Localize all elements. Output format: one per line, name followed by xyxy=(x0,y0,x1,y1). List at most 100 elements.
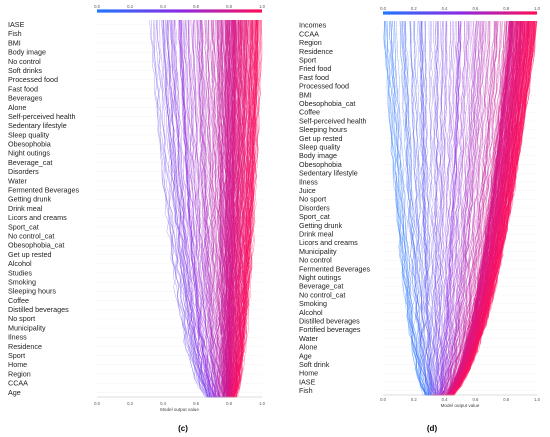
feature-label: Region xyxy=(299,38,322,47)
decision-line xyxy=(413,20,433,396)
decision-line xyxy=(226,19,239,398)
feature-label: Licors and creams xyxy=(8,213,67,222)
decision-line xyxy=(192,19,226,398)
color-bar-tick: 0.2 xyxy=(411,6,417,11)
feature-label: Sport_cat xyxy=(299,212,330,221)
feature-label: Incomes xyxy=(299,21,327,30)
feature-label: Fast food xyxy=(299,73,329,82)
color-bar-tick: 0.4 xyxy=(442,6,448,11)
decision-line xyxy=(435,20,452,396)
feature-label: No control_cat xyxy=(8,231,54,240)
decision-line xyxy=(433,20,462,396)
feature-label: Sedentary lifestyle xyxy=(8,121,67,130)
feature-label: Night outings xyxy=(8,149,50,158)
decision-line xyxy=(394,20,434,396)
decision-line xyxy=(432,20,480,396)
decision-line xyxy=(227,19,250,398)
feature-label: IASE xyxy=(8,20,25,29)
x-tick-label: 0.4 xyxy=(442,397,448,402)
decision-line xyxy=(187,19,226,398)
color-bar xyxy=(97,9,262,13)
feature-label: Sport xyxy=(8,351,25,360)
decision-line xyxy=(196,19,226,398)
decision-lines xyxy=(149,19,263,398)
feature-label: Smoking xyxy=(299,299,327,308)
decision-line xyxy=(195,19,225,398)
decision-line xyxy=(170,19,224,398)
decision-line xyxy=(171,19,225,398)
x-tick-label: 0.2 xyxy=(127,401,133,406)
feature-label: Smoking xyxy=(8,277,36,286)
decision-line xyxy=(431,20,537,396)
feature-label: Sleep quality xyxy=(299,143,341,152)
feature-label: No control xyxy=(299,256,332,265)
feature-label: Getting drunk xyxy=(8,195,52,204)
feature-label: Ilness xyxy=(299,177,318,186)
decision-line xyxy=(432,20,490,396)
decision-line xyxy=(192,19,226,398)
feature-label: Sport_cat xyxy=(8,222,39,231)
decision-line xyxy=(435,20,510,396)
decision-line xyxy=(169,19,225,398)
decision-line xyxy=(224,19,229,398)
decision-line xyxy=(432,20,472,396)
color-bar-tick: 0.0 xyxy=(94,4,100,9)
feature-label: Distilled beverages xyxy=(8,305,69,314)
decision-line xyxy=(435,20,491,396)
decision-line xyxy=(180,19,226,398)
decision-line xyxy=(192,19,227,398)
decision-line xyxy=(434,20,517,396)
decision-line xyxy=(433,20,448,396)
feature-label: No control xyxy=(8,57,41,66)
feature-label: Studies xyxy=(8,268,32,277)
decision-line xyxy=(225,19,259,398)
decision-line xyxy=(432,20,465,396)
feature-label: Sleeping hours xyxy=(299,125,347,134)
x-tick-label: 0.4 xyxy=(160,401,166,406)
decision-line xyxy=(432,20,475,396)
decision-line xyxy=(433,20,514,396)
decision-line xyxy=(226,19,238,398)
decision-line xyxy=(392,20,435,396)
decision-line xyxy=(436,20,499,396)
decision-line xyxy=(163,19,228,398)
decision-line xyxy=(431,20,529,396)
decision-line xyxy=(167,19,225,398)
decision-line xyxy=(431,20,515,396)
feature-label: Body image xyxy=(299,151,337,160)
color-bar-tick: 0.6 xyxy=(472,6,478,11)
decision-line xyxy=(432,20,497,396)
decision-line xyxy=(432,20,538,396)
panel-d-decision-plot: 0.0 0.2 0.4 0.6 0.8 1.0 IncomesCCAARegionResid… xyxy=(299,6,541,433)
decision-line xyxy=(389,20,436,396)
decision-line xyxy=(227,19,250,398)
feature-label: Fermented Beverages xyxy=(8,186,80,195)
feature-label: Self-perceived health xyxy=(299,116,367,125)
decision-line xyxy=(223,19,242,398)
decision-line xyxy=(435,20,469,396)
feature-label: BMI xyxy=(8,38,21,47)
x-tick-label: 0.2 xyxy=(411,397,417,402)
color-bar-tick: 0.4 xyxy=(160,4,166,9)
decision-line xyxy=(401,20,433,396)
decision-line xyxy=(227,19,241,398)
feature-label: Getting drunk xyxy=(299,221,343,230)
feature-label: Coffee xyxy=(8,296,29,305)
decision-line xyxy=(431,20,520,396)
decision-line xyxy=(433,20,481,396)
decision-line xyxy=(173,19,226,398)
feature-label: Alcohol xyxy=(8,259,32,268)
decision-line xyxy=(391,20,433,396)
feature-label: Disorders xyxy=(299,203,330,212)
decision-line xyxy=(224,19,229,398)
decision-line xyxy=(386,20,435,396)
decision-line xyxy=(421,20,436,396)
feature-label: Obesophobia_cat xyxy=(8,241,64,250)
decision-line xyxy=(436,20,497,396)
decision-line xyxy=(224,19,254,398)
feature-label: IASE xyxy=(299,377,316,386)
decision-line xyxy=(434,20,445,396)
decision-line xyxy=(433,20,474,396)
decision-line xyxy=(424,20,435,396)
feature-label: Night outings xyxy=(299,273,341,282)
